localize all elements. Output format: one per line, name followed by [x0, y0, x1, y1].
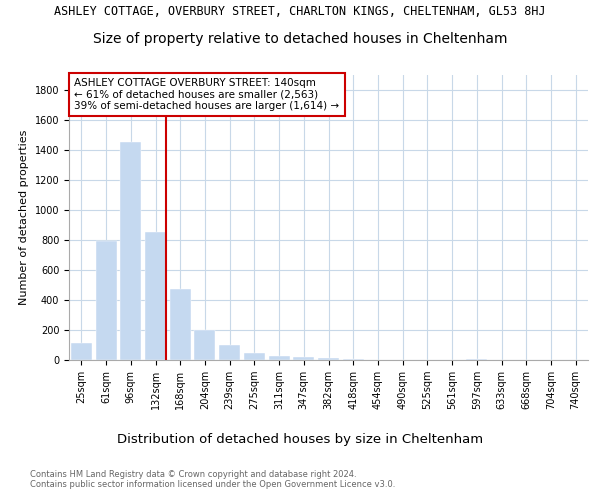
Text: Size of property relative to detached houses in Cheltenham: Size of property relative to detached ho…	[93, 32, 507, 46]
Bar	[95, 241, 116, 360]
Text: ASHLEY COTTAGE OVERBURY STREET: 140sqm
← 61% of detached houses are smaller (2,5: ASHLEY COTTAGE OVERBURY STREET: 140sqm ←…	[74, 78, 340, 111]
Text: ASHLEY COTTAGE, OVERBURY STREET, CHARLTON KINGS, CHELTENHAM, GL53 8HJ: ASHLEY COTTAGE, OVERBURY STREET, CHARLTO…	[54, 5, 546, 18]
Bar	[219, 345, 240, 360]
Y-axis label: Number of detached properties: Number of detached properties	[19, 130, 29, 305]
Text: Contains HM Land Registry data © Crown copyright and database right 2024.
Contai: Contains HM Land Registry data © Crown c…	[30, 470, 395, 490]
Bar	[145, 232, 166, 360]
Text: Distribution of detached houses by size in Cheltenham: Distribution of detached houses by size …	[117, 432, 483, 446]
Bar	[120, 142, 141, 360]
Bar	[244, 352, 265, 360]
Bar	[466, 358, 487, 360]
Bar	[194, 330, 215, 360]
Bar	[343, 358, 364, 360]
Bar	[170, 289, 191, 360]
Bar	[318, 358, 339, 360]
Bar	[293, 357, 314, 360]
Bar	[269, 356, 290, 360]
Bar	[71, 343, 92, 360]
